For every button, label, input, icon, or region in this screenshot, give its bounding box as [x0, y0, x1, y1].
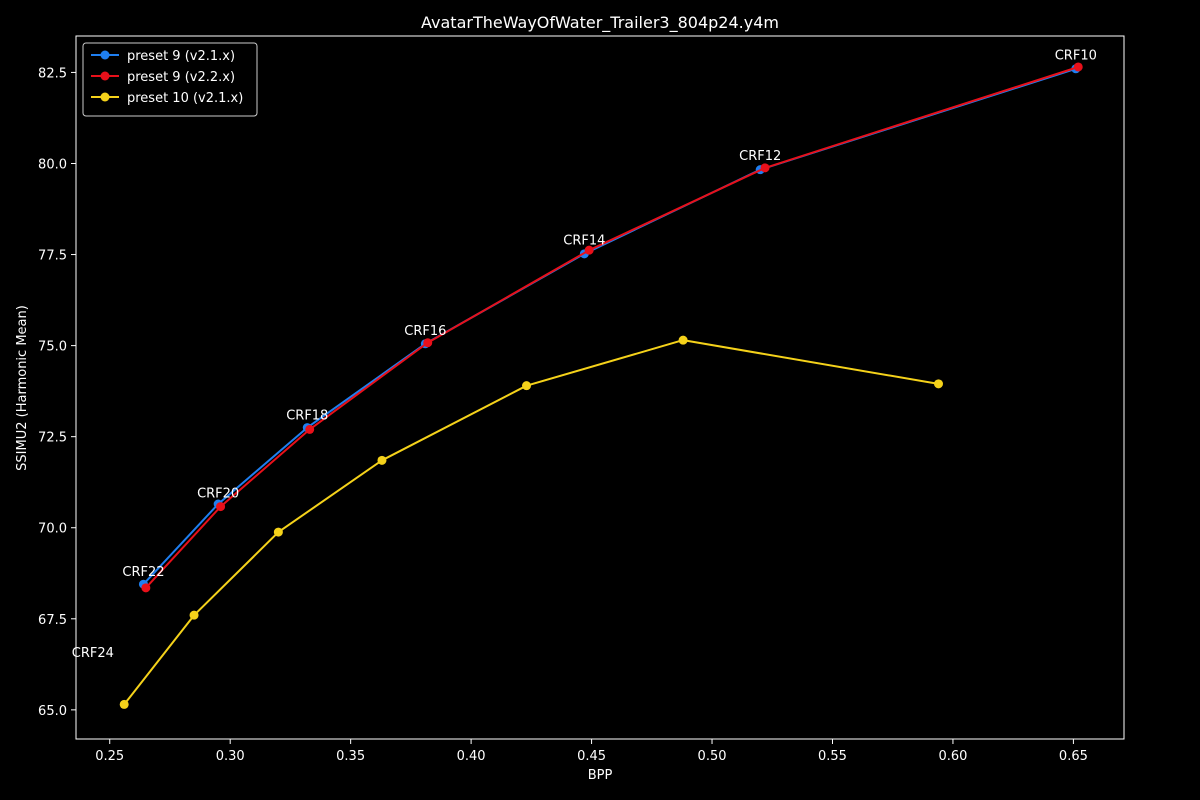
legend-item: preset 10 (v2.1.x) — [91, 91, 243, 106]
legend-box — [82, 42, 258, 117]
y-tick-label: 65.0 — [38, 704, 67, 719]
y-tick-label: 80.0 — [38, 157, 67, 172]
x-tick-label: 0.35 — [336, 749, 365, 764]
crf-annotation: CRF14 — [563, 233, 605, 248]
x-tick-label: 0.65 — [1059, 749, 1088, 764]
crf-annotation: CRF16 — [404, 324, 446, 339]
data-point — [189, 610, 199, 620]
y-tick-label: 70.0 — [38, 522, 67, 537]
crf-annotation: CRF24 — [72, 646, 114, 661]
data-point — [216, 502, 226, 512]
legend-label: preset 9 (v2.1.x) — [127, 49, 235, 64]
y-tick-label: 72.5 — [38, 431, 67, 446]
legend: preset 9 (v2.1.x) preset 9 (v2.2.x) preset… — [82, 42, 258, 117]
legend-marker — [100, 71, 110, 81]
x-tick-label: 0.30 — [216, 749, 245, 764]
legend-label: preset 9 (v2.2.x) — [127, 70, 235, 85]
chart-title: AvatarTheWayOfWater_Trailer3_804p24.y4m — [421, 13, 779, 33]
data-point — [423, 338, 433, 348]
x-tick-label: 0.45 — [577, 749, 606, 764]
crf-annotation: CRF18 — [286, 409, 328, 424]
plot-area — [75, 35, 1125, 740]
data-point — [760, 163, 770, 173]
y-tick-label: 75.0 — [38, 340, 67, 355]
data-point — [377, 455, 387, 465]
crf-annotation: CRF22 — [122, 565, 164, 580]
data-point — [1073, 62, 1083, 72]
legend-marker — [100, 50, 110, 60]
series-2 — [141, 62, 1083, 593]
data-point — [141, 583, 151, 593]
x-tick-label: 0.55 — [818, 749, 847, 764]
legend-label: preset 10 (v2.1.x) — [127, 91, 243, 106]
data-point — [584, 245, 594, 255]
y-axis: 65.0 67.5 70.0 72.5 75.0 77.5 80.0 82.5 — [38, 66, 76, 719]
annotation-layer: CRF24 CRF22 CRF20 CRF18 CRF16 CRF14 CRF12 CRF10 — [72, 49, 1097, 661]
crf-annotation: CRF10 — [1055, 49, 1097, 64]
legend-item: preset 9 (v2.2.x) — [91, 70, 235, 85]
series-3 — [119, 335, 943, 709]
data-point — [933, 379, 943, 389]
x-axis: 0.25 0.30 0.35 0.40 0.45 0.50 0.55 0.60 0.65 — [95, 739, 1088, 764]
x-axis-label: BPP — [588, 768, 613, 783]
legend-item: preset 9 (v2.1.x) — [91, 49, 235, 64]
x-tick-label: 0.50 — [698, 749, 727, 764]
crf-annotation: CRF20 — [197, 487, 239, 502]
x-tick-label: 0.25 — [95, 749, 124, 764]
y-tick-label: 67.5 — [38, 613, 67, 628]
x-tick-label: 0.60 — [938, 749, 967, 764]
crf-annotation: CRF12 — [739, 149, 781, 164]
data-point — [678, 335, 688, 345]
legend-marker — [100, 92, 110, 102]
data-point — [522, 381, 532, 391]
y-axis-label: SSIMU2 (Harmonic Mean) — [15, 305, 30, 471]
x-tick-label: 0.40 — [457, 749, 486, 764]
data-point — [273, 527, 283, 537]
series-layer — [119, 62, 1083, 709]
y-tick-label: 82.5 — [38, 66, 67, 81]
data-point — [305, 424, 315, 434]
y-tick-label: 77.5 — [38, 249, 67, 264]
data-point — [119, 699, 129, 709]
